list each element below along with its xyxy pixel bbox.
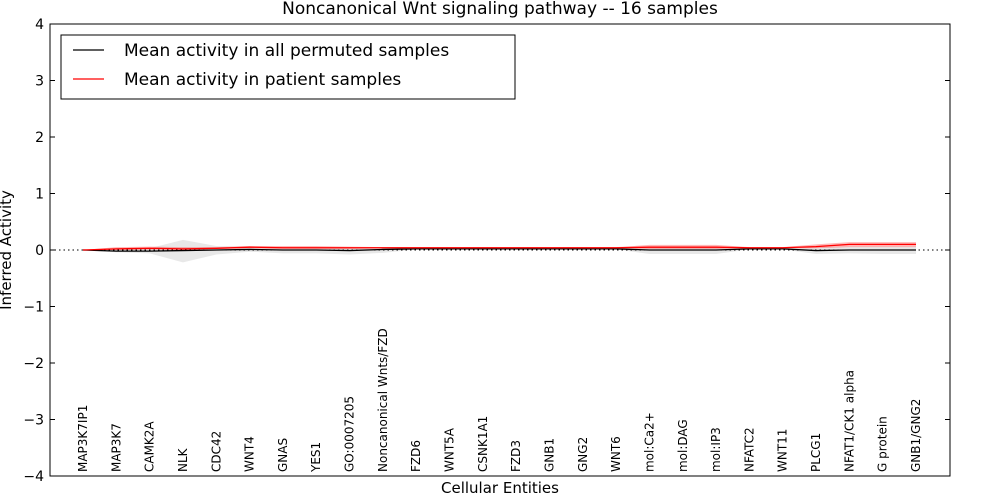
y-tick-label: 0 [35, 243, 44, 259]
category-label: FZD6 [409, 440, 423, 472]
category-label: FZD3 [509, 440, 523, 472]
category-label: MAP3K7IP1 [76, 405, 90, 472]
category-label: NLK [176, 447, 190, 472]
legend-box [60, 34, 516, 100]
category-label: CSNK1A1 [476, 416, 490, 472]
category-label: NFATC2 [742, 427, 756, 472]
y-tick-label: −1 [23, 300, 44, 316]
category-label: mol:DAG [676, 419, 690, 472]
y-tick-label: 3 [35, 74, 44, 90]
y-axis-label: Inferred Activity [0, 190, 15, 310]
x-axis-label: Cellular Entities [441, 479, 559, 497]
category-label: GNAS [276, 438, 290, 472]
legend-label-patient: Mean activity in patient samples [124, 70, 401, 90]
legend: Mean activity in all permuted samples Me… [60, 34, 516, 100]
legend-label-permuted: Mean activity in all permuted samples [124, 41, 449, 61]
category-label: mol:Ca2+ [642, 412, 656, 472]
category-label: WNT11 [776, 429, 790, 472]
series-lines [82, 243, 916, 252]
category-label: mol:IP3 [709, 427, 723, 472]
category-label: GO:0007205 [343, 396, 357, 472]
category-label: G protein [876, 416, 890, 472]
category-label: CDC42 [209, 431, 223, 472]
category-label: YES1 [309, 442, 323, 473]
category-label: Noncanonical Wnts/FZD [376, 328, 390, 472]
category-label: PLCG1 [809, 433, 823, 472]
category-label: WNT4 [243, 436, 257, 472]
y-tick-label: −4 [23, 469, 44, 485]
category-label: GNB1/GNG2 [909, 399, 923, 472]
y-tick-label: 1 [35, 187, 44, 203]
permuted-band [83, 239, 916, 263]
patient-line [82, 243, 916, 251]
chart-title: Noncanonical Wnt signaling pathway -- 16… [282, 0, 718, 19]
error-bands [83, 239, 916, 263]
category-label: GNG2 [576, 437, 590, 472]
y-tick-label: −2 [23, 356, 44, 372]
y-axis: −4 −3 −2 −1 0 1 2 3 4 [23, 17, 950, 485]
category-label: WNT5A [443, 427, 457, 472]
category-label: CAMK2A [143, 421, 157, 472]
y-tick-label: 2 [35, 130, 44, 146]
category-label: NFAT1/CK1 alpha [842, 370, 856, 472]
category-label: GNB1 [542, 438, 556, 472]
category-labels: MAP3K7IP1 MAP3K7 CAMK2A NLK CDC42 WNT4 GNAS YES… [76, 328, 923, 473]
category-label: WNT6 [609, 436, 623, 472]
permuted-line [82, 248, 916, 252]
y-tick-label: −3 [23, 413, 44, 429]
category-label: MAP3K7 [109, 423, 123, 472]
y-tick-label: 4 [35, 17, 44, 33]
